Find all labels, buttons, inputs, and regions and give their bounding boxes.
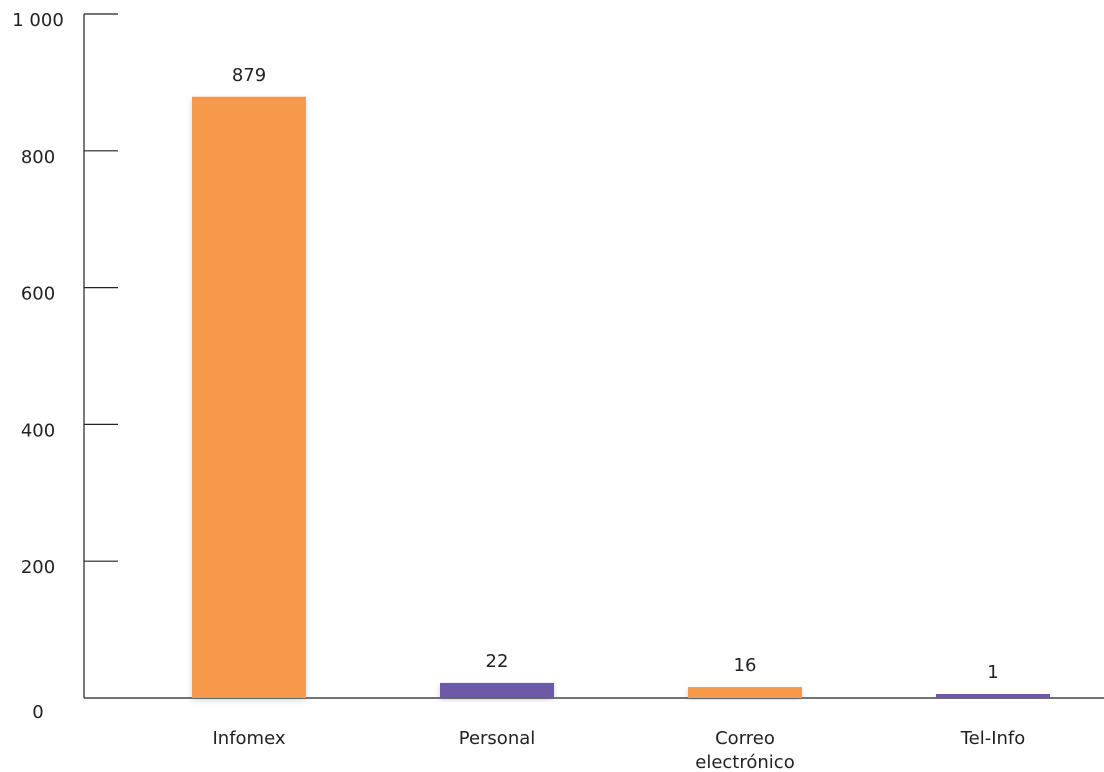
bar-2	[688, 687, 802, 698]
y-tick-label: 200	[21, 557, 55, 578]
data-label-1: 22	[486, 651, 509, 672]
bar-1	[440, 682, 554, 698]
bar-0	[192, 96, 306, 699]
data-label-3: 1	[987, 662, 998, 683]
y-tick-label: 800	[21, 147, 55, 168]
y-tick-label: 0	[32, 702, 43, 723]
category-labels-group: Infomex Personal Correo electrónico Tel-Info	[212, 728, 1025, 772]
data-label-2: 16	[734, 655, 757, 676]
category-label-2: electrónico	[695, 752, 794, 772]
y-tick-label: 400	[21, 420, 55, 441]
bars-group	[192, 96, 1050, 699]
y-axis: 0 200 400 600 800 1 000	[12, 10, 118, 723]
category-label-2: Correo	[715, 728, 775, 749]
data-label-0: 879	[232, 65, 266, 86]
category-label-3: Tel-Info	[960, 728, 1026, 749]
bar-3	[936, 694, 1050, 698]
category-label-0: Infomex	[212, 728, 285, 749]
data-labels-group: 879 22 16 1	[232, 65, 999, 683]
y-tick-label: 600	[21, 284, 55, 305]
category-label-1: Personal	[459, 728, 536, 749]
y-tick-label: 1 000	[12, 10, 64, 31]
